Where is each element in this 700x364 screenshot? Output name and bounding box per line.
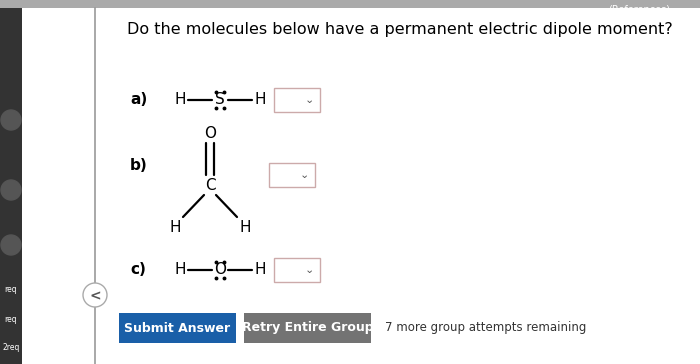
Text: H: H	[174, 262, 186, 277]
FancyBboxPatch shape	[244, 313, 371, 343]
Text: 2req: 2req	[2, 344, 20, 352]
FancyBboxPatch shape	[0, 8, 22, 364]
Text: req: req	[5, 316, 18, 324]
Text: ⌄: ⌄	[300, 170, 309, 180]
Text: <: <	[89, 289, 101, 303]
Text: H: H	[239, 219, 251, 234]
Text: H: H	[254, 92, 266, 107]
Text: H: H	[254, 262, 266, 277]
Text: Submit Answer: Submit Answer	[125, 321, 230, 335]
FancyBboxPatch shape	[119, 313, 236, 343]
Circle shape	[1, 110, 21, 130]
Text: b): b)	[130, 158, 148, 173]
FancyBboxPatch shape	[0, 0, 700, 8]
FancyBboxPatch shape	[269, 163, 315, 187]
Text: Do the molecules below have a permanent electric dipole moment?: Do the molecules below have a permanent …	[127, 22, 673, 37]
Text: O: O	[204, 126, 216, 141]
Text: 7 more group attempts remaining: 7 more group attempts remaining	[385, 321, 587, 335]
Text: C: C	[204, 178, 216, 193]
Text: O: O	[214, 262, 226, 277]
Text: ⌄: ⌄	[304, 95, 314, 105]
Text: H: H	[174, 92, 186, 107]
FancyBboxPatch shape	[274, 258, 320, 282]
Text: ⌄: ⌄	[304, 265, 314, 275]
Text: req: req	[5, 285, 18, 294]
Text: S: S	[215, 92, 225, 107]
Text: (References): (References)	[608, 5, 670, 15]
Text: H: H	[169, 219, 181, 234]
FancyBboxPatch shape	[274, 88, 320, 112]
Circle shape	[1, 235, 21, 255]
Text: Retry Entire Group: Retry Entire Group	[241, 321, 373, 335]
Circle shape	[1, 180, 21, 200]
Text: a): a)	[130, 92, 147, 107]
Circle shape	[83, 283, 107, 307]
Text: c): c)	[130, 262, 146, 277]
